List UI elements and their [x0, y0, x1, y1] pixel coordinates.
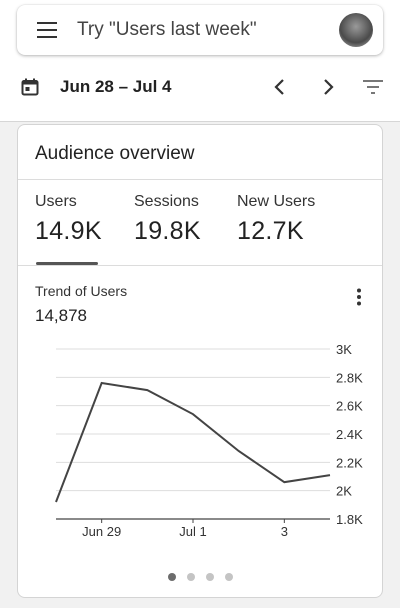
chevron-left-icon[interactable]: [268, 75, 292, 99]
search-bar[interactable]: Try "Users last week": [17, 5, 383, 55]
pagination-dot[interactable]: [168, 573, 176, 581]
date-range-label[interactable]: Jun 28 – Jul 4: [60, 77, 172, 96]
trend-title: Trend of Users: [35, 283, 128, 299]
pagination-dot[interactable]: [225, 573, 233, 581]
date-range-bar: Jun 28 – Jul 4: [0, 62, 400, 112]
more-vert-icon[interactable]: [356, 288, 362, 306]
series-line: [55, 381, 331, 503]
metric-value: 19.8K: [134, 217, 201, 245]
y-tick-label: 2.4K: [336, 427, 363, 442]
avatar[interactable]: [339, 13, 373, 47]
y-tick-label: 1.8K: [336, 512, 363, 527]
y-tick-label: 2.8K: [336, 370, 363, 385]
metric-value: 12.7K: [237, 217, 304, 245]
x-tick-label: Jul 1: [179, 524, 206, 537]
divider: [18, 265, 382, 266]
x-tick-label: Jun 29: [82, 524, 121, 537]
calendar-icon[interactable]: [21, 78, 39, 96]
metric-value: 14.9K: [35, 217, 102, 245]
y-tick-label: 2.6K: [336, 399, 363, 414]
menu-icon[interactable]: [37, 22, 59, 38]
metric-tab-new-users[interactable]: New Users 12.7K: [237, 193, 315, 246]
selected-tab-indicator: [36, 262, 98, 265]
users-trend-chart: 3K 2.8K 2.6K 2.4K 2.2K 2K 1.8K Jun 29 Jul 1 3: [55, 342, 363, 537]
metric-label: Users: [35, 193, 77, 210]
metric-label: New Users: [237, 193, 316, 210]
top-app-bar: Try "Users last week" Jun 28 – Jul 4: [0, 0, 400, 122]
y-tick-label: 2K: [336, 484, 352, 499]
pagination-dot[interactable]: [187, 573, 195, 581]
pagination-dot[interactable]: [206, 573, 214, 581]
metric-tab-users[interactable]: Users 14.9K: [35, 193, 102, 246]
metric-tab-sessions[interactable]: Sessions 19.8K: [134, 193, 201, 246]
trend-value: 14,878: [35, 306, 87, 325]
y-tick-label: 2.2K: [336, 455, 363, 470]
filter-icon[interactable]: [362, 79, 384, 95]
search-input[interactable]: Try "Users last week": [77, 19, 257, 40]
metric-label: Sessions: [134, 193, 199, 210]
x-tick-label: 3: [281, 524, 288, 537]
chevron-right-icon[interactable]: [316, 75, 340, 99]
card-title: Audience overview: [35, 143, 195, 164]
carousel-pagination: [168, 573, 233, 581]
y-tick-label: 3K: [336, 342, 352, 357]
audience-overview-card: Audience overview Users 14.9K Sessions 1…: [17, 124, 383, 598]
divider: [18, 179, 382, 180]
